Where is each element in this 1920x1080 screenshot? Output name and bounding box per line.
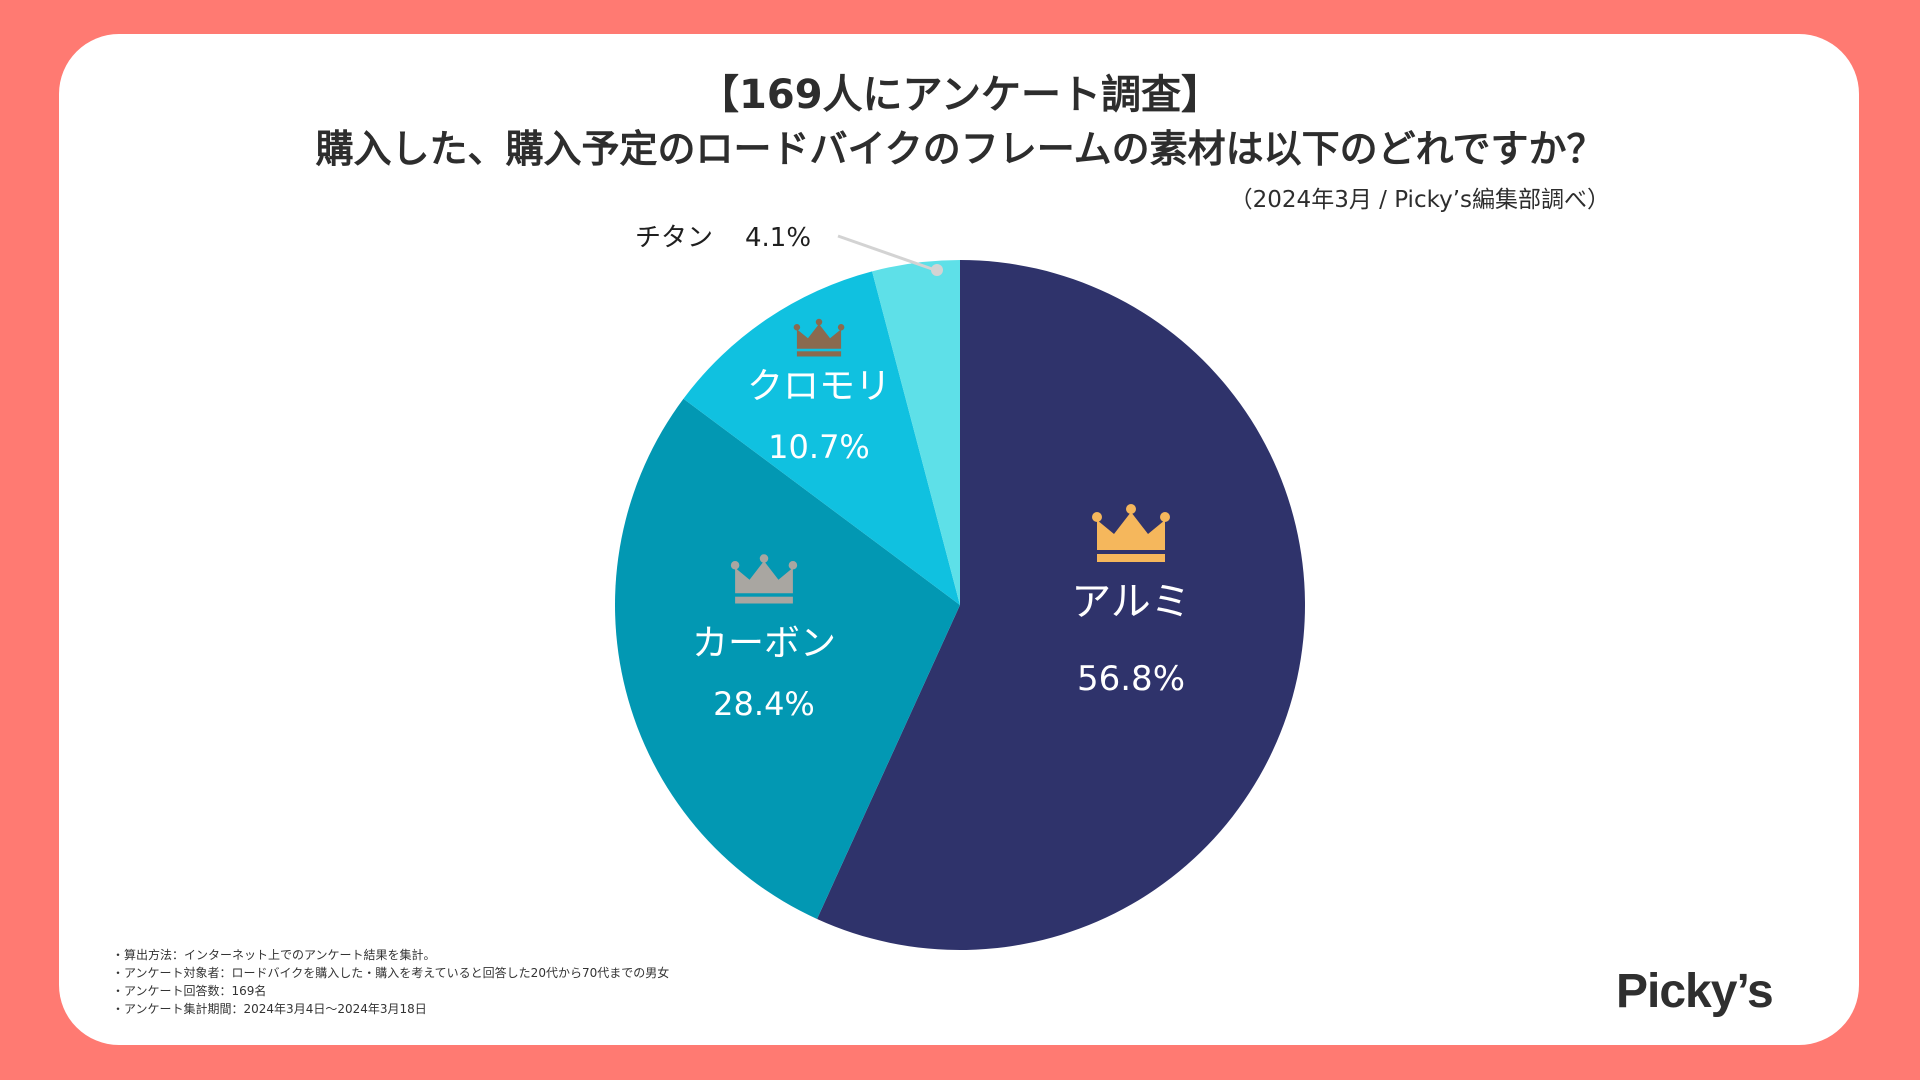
pie-slice-carbon xyxy=(615,398,960,919)
survey-notes: ・算出方法：インターネット上でのアンケート結果を集計。 ・アンケート対象者：ロー… xyxy=(112,946,669,1018)
source-note: （2024年3月 / Picky’s編集部調べ） xyxy=(1229,187,1610,213)
pie-slice-chromoly xyxy=(683,271,960,605)
titanium-leader-line xyxy=(837,234,936,272)
aluminum-label: アルミ xyxy=(1071,579,1191,625)
chromoly-label: クロモリ xyxy=(747,366,891,407)
survey-title: 【169人にアンケート調査】 xyxy=(699,72,1221,118)
note-method: ・算出方法：インターネット上でのアンケート結果を集計。 xyxy=(112,948,436,962)
chromoly-value-label: 10.7% xyxy=(768,428,870,466)
aluminum-value-label: 56.8% xyxy=(1077,659,1185,699)
pie-slice-aluminum xyxy=(817,260,1306,950)
note-period: ・アンケート集計期間：2024年3月4日〜2024年3月18日 xyxy=(112,1002,427,1016)
aluminum-crown-icon xyxy=(1092,504,1170,562)
note-count: ・アンケート回答数：169名 xyxy=(112,984,267,998)
chromoly-crown-icon xyxy=(793,318,845,357)
picky-s-logo: Picky’s xyxy=(1616,965,1774,1018)
titanium-value-label: 4.1% xyxy=(745,223,811,253)
titanium-label: チタン xyxy=(635,223,713,253)
carbon-value-label: 28.4% xyxy=(713,685,815,723)
note-target: ・アンケート対象者：ロードバイクを購入した・購入を考えていると回答した20代から… xyxy=(112,966,670,980)
carbon-crown-icon xyxy=(730,554,798,604)
pie-slice-titanium xyxy=(872,260,960,605)
carbon-label: カーボン xyxy=(692,623,836,664)
question-title: 購入した、購入予定のロードバイクのフレームの素材は以下のどれですか？ xyxy=(315,127,1605,171)
titanium-leader-dot xyxy=(931,264,943,276)
